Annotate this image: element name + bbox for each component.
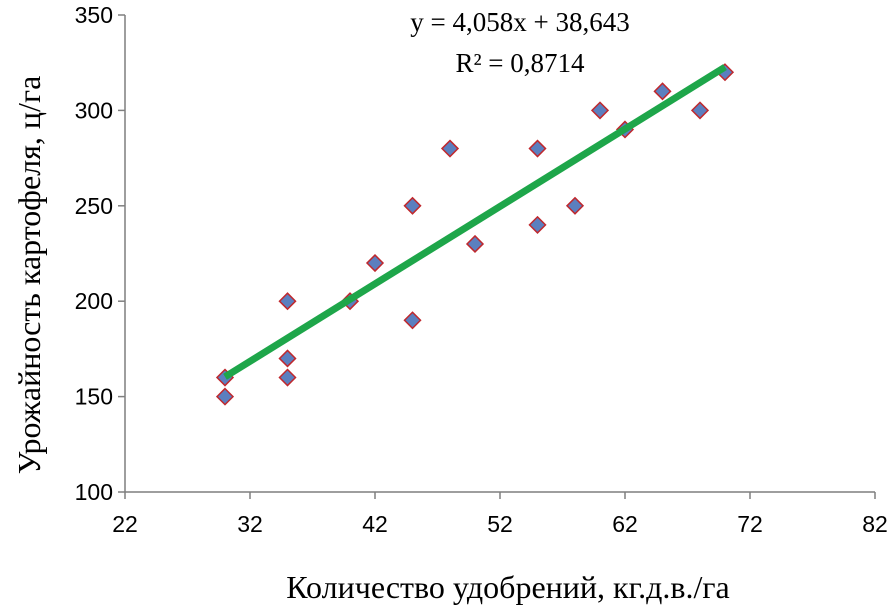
data-points xyxy=(215,63,735,406)
x-tick-label: 52 xyxy=(487,511,513,537)
y-axis-title: Урожайность картофеля, ц/га xyxy=(11,76,47,475)
trendline-equation: y = 4,058x + 38,643 xyxy=(410,7,629,37)
y-tick-label: 200 xyxy=(75,288,113,314)
axes xyxy=(124,15,875,493)
y-tick-label: 100 xyxy=(75,479,113,505)
y-axis-ticks: 100 150 200 250 300 350 xyxy=(75,2,125,505)
x-tick-label: 82 xyxy=(862,511,888,537)
x-tick-label: 62 xyxy=(612,511,638,537)
y-tick-label: 300 xyxy=(75,97,113,123)
x-tick-label: 72 xyxy=(737,511,763,537)
data-point xyxy=(565,196,585,215)
y-tick-label: 350 xyxy=(75,2,113,28)
trendline xyxy=(223,64,727,380)
data-point xyxy=(278,292,297,311)
y-tick-label: 150 xyxy=(75,384,113,410)
x-tick-label: 22 xyxy=(112,511,138,537)
data-point xyxy=(278,349,297,368)
data-point xyxy=(440,139,460,158)
x-tick-label: 42 xyxy=(362,511,388,537)
data-point xyxy=(528,139,547,158)
x-axis-title: Количество удобрений, кг.д.в./га xyxy=(286,569,729,605)
data-point xyxy=(403,311,422,330)
data-point xyxy=(528,215,547,234)
data-point xyxy=(278,368,297,387)
data-point xyxy=(690,101,710,120)
data-point xyxy=(465,234,485,254)
data-point xyxy=(215,387,235,406)
x-axis-ticks: 22 32 42 52 62 72 82 xyxy=(112,492,888,537)
x-tick-label: 32 xyxy=(237,511,263,537)
data-point xyxy=(653,82,672,101)
data-point xyxy=(403,196,422,215)
y-tick-label: 250 xyxy=(75,193,113,219)
data-point xyxy=(590,101,610,120)
data-point xyxy=(365,253,385,273)
trendline-r-squared: R² = 0,8714 xyxy=(455,48,585,78)
